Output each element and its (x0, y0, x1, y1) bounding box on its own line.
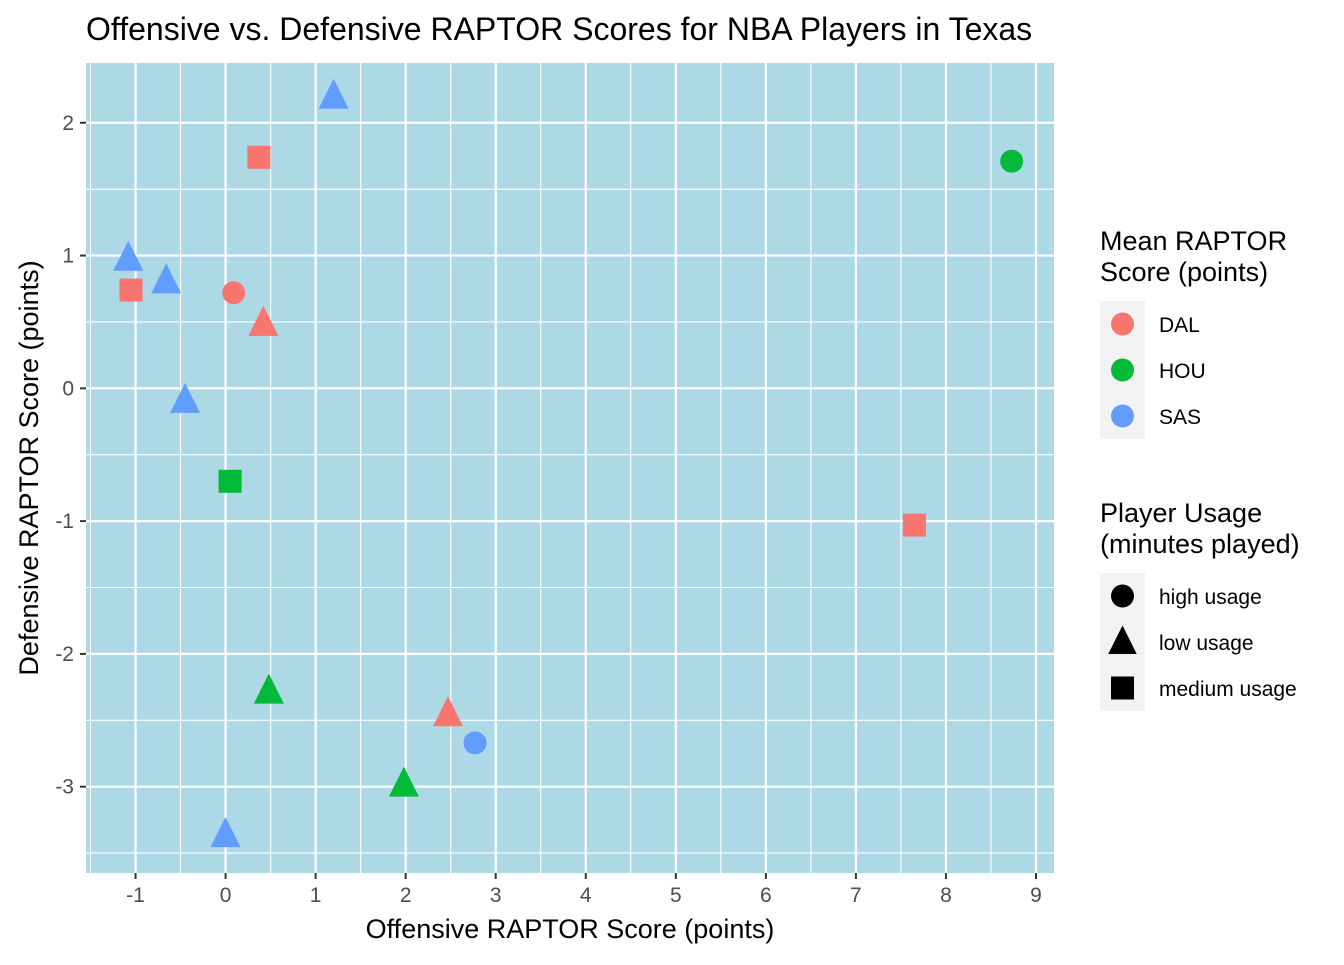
data-point-hou (388, 766, 419, 797)
data-point-sas (318, 78, 349, 109)
y-axis: -3 -2 -1 0 1 2 (55, 112, 86, 799)
x-tick-label: 6 (760, 884, 772, 907)
x-tick-label: -1 (126, 884, 145, 907)
chart-title: Offensive vs. Defensive RAPTOR Scores fo… (86, 11, 1032, 47)
data-points (113, 78, 1024, 848)
y-tick-label: -2 (55, 643, 74, 666)
legend-usage: Player Usage(minutes played) high usage lo… (1100, 498, 1300, 711)
legend-key-triangle (1108, 625, 1137, 654)
data-point-sas (151, 263, 182, 294)
y-tick-label: 1 (62, 245, 74, 268)
legend-label-usage: medium usage (1159, 678, 1297, 701)
grid-major (86, 63, 1054, 873)
x-tick-label: 8 (940, 884, 952, 907)
data-point-hou (253, 673, 284, 704)
legend-key-dal (1111, 312, 1134, 336)
legend-key-circle (1111, 584, 1134, 608)
plot-panel (86, 63, 1054, 873)
y-tick-label: -1 (55, 510, 74, 533)
legend-label-usage: high usage (1159, 586, 1262, 609)
legend-key-sas (1111, 404, 1134, 428)
data-point-sas (113, 240, 144, 271)
legend-usage-title: (minutes played) (1100, 529, 1300, 559)
legend-label-dal: DAL (1159, 314, 1200, 337)
legend-team-title: Score (points) (1100, 257, 1268, 287)
data-point-dal (248, 305, 279, 336)
legend-usage-title: Player Usage (1100, 498, 1262, 528)
data-point-hou (1000, 149, 1024, 173)
data-point-dal (247, 145, 271, 169)
data-point-hou (218, 469, 242, 493)
data-point-dal (902, 513, 926, 537)
x-tick-label: 3 (490, 884, 502, 907)
legend-label-sas: SAS (1159, 406, 1201, 429)
data-point-sas (210, 817, 241, 848)
data-point-dal (119, 278, 143, 302)
legend-team-title: Mean RAPTOR (1100, 226, 1287, 256)
data-point-dal (222, 281, 246, 305)
legend-key-square (1111, 676, 1134, 700)
data-point-sas (170, 382, 201, 413)
x-axis: -1 0 1 2 3 4 5 6 7 8 9 (126, 873, 1042, 907)
x-tick-label: 1 (310, 884, 322, 907)
x-tick-label: 9 (1030, 884, 1042, 907)
y-tick-label: -3 (55, 776, 74, 799)
x-axis-label: Offensive RAPTOR Score (points) (366, 914, 775, 944)
x-tick-label: 7 (850, 884, 862, 907)
y-axis-label: Defensive RAPTOR Score (points) (14, 260, 44, 675)
y-tick-label: 2 (62, 112, 74, 135)
legend-label-usage: low usage (1159, 632, 1254, 655)
data-point-dal (432, 696, 463, 727)
grid-minor (86, 63, 1054, 873)
legend-label-hou: HOU (1159, 360, 1206, 383)
data-point-sas (463, 731, 487, 755)
x-tick-label: 5 (670, 884, 682, 907)
legend-key-hou (1111, 358, 1134, 382)
x-tick-label: 4 (580, 884, 592, 907)
x-tick-label: 2 (400, 884, 412, 907)
y-tick-label: 0 (62, 377, 74, 400)
x-tick-label: 0 (220, 884, 232, 907)
